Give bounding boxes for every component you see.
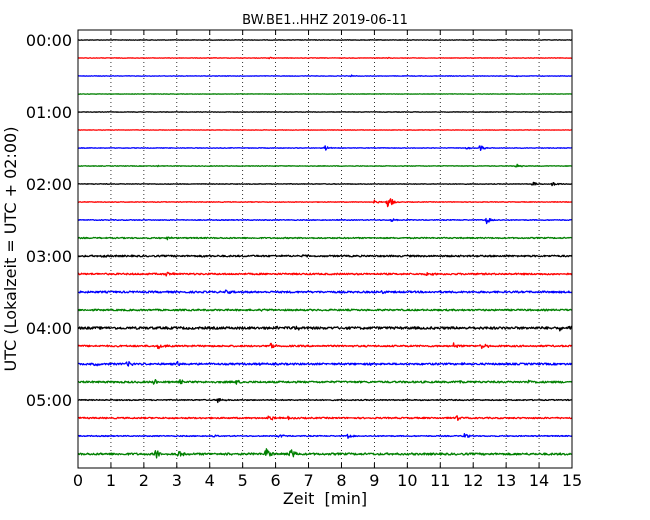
x-tick-label: 6: [271, 471, 281, 490]
x-tick-label: 8: [336, 471, 346, 490]
trace-0145: [77, 163, 572, 168]
x-tick-label: 3: [172, 471, 182, 490]
trace-0315: [77, 271, 573, 277]
trace-0500: [77, 398, 572, 404]
x-tick-label: 2: [139, 471, 149, 490]
x-axis: 0 1 2 3 4 5 6 7 8 9 10 11 12 13 14 15: [73, 30, 582, 490]
trace-0230: [77, 217, 572, 225]
x-tick-label: 5: [238, 471, 248, 490]
trace-0545: [77, 448, 573, 459]
trace-0130: [77, 145, 572, 152]
trace-0415: [77, 342, 573, 350]
trace-0015: [77, 56, 572, 60]
grid: [110, 30, 540, 468]
chart-title: BW.BE1..HHZ 2019-06-11: [242, 13, 408, 28]
trace-0530: [77, 433, 573, 439]
y-axis-label: UTC (Lokalzeit = UTC + 02:00): [1, 127, 20, 372]
y-tick-label: 00:00: [26, 31, 72, 50]
x-axis-label: Zeit [min]: [283, 489, 367, 508]
x-tick-label: 1: [106, 471, 116, 490]
trace-0300: [77, 254, 573, 258]
trace-0030: [77, 74, 572, 78]
x-tick-label: 14: [529, 471, 549, 490]
trace-0245: [77, 236, 572, 241]
x-tick-label: 15: [562, 471, 582, 490]
trace-0215: [77, 198, 573, 208]
x-tick-label: 9: [369, 471, 379, 490]
plot-frame: [77, 29, 573, 469]
trace-0430: [77, 360, 573, 367]
x-tick-label: 12: [463, 471, 483, 490]
x-tick-label: 4: [205, 471, 215, 490]
trace-0000: [77, 39, 572, 41]
trace-0200: [77, 181, 572, 187]
trace-0345: [77, 308, 572, 312]
x-tick-label: 7: [303, 471, 313, 490]
x-tick-label: 11: [430, 471, 450, 490]
trace-0400: [77, 325, 573, 332]
trace-0515: [77, 415, 573, 421]
y-tick-label: 04:00: [26, 319, 72, 338]
y-tick-label: 03:00: [26, 247, 72, 266]
trace-0445: [77, 378, 573, 385]
x-tick-label: 13: [496, 471, 516, 490]
trace-0330: [77, 289, 573, 295]
y-tick-label: 02:00: [26, 175, 72, 194]
y-tick-label: 01:00: [26, 103, 72, 122]
trace-0100: [77, 111, 572, 113]
traces: [77, 39, 573, 459]
y-tick-label: 05:00: [26, 391, 72, 410]
y-axis: 00:00 01:00 02:00 03:00 04:00 05:00: [26, 31, 572, 410]
x-tick-label: 0: [73, 471, 83, 490]
x-tick-label: 10: [397, 471, 417, 490]
